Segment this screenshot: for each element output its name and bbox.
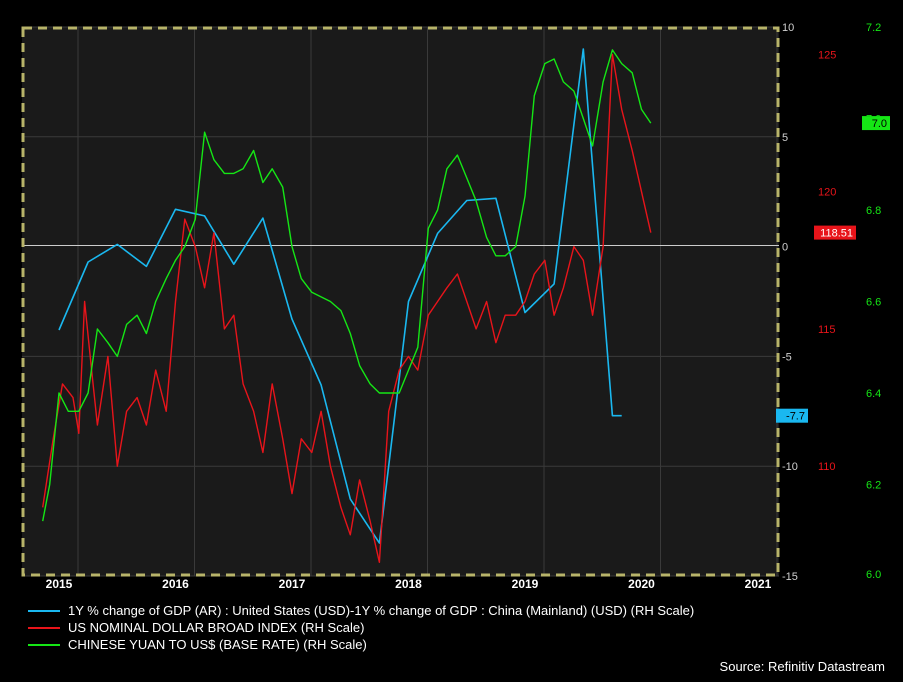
- series-line-usd_index: [42, 53, 652, 563]
- plot-area: [22, 27, 779, 576]
- plot-dashed-border: [21, 26, 780, 577]
- gdp-tick-label: 5: [782, 132, 788, 144]
- usd-index-axis: 125 120 115 110: [818, 49, 836, 473]
- last-value-box: [862, 116, 890, 131]
- x-axis: 2015 2016 2017 2018 2019 2020 2021: [46, 577, 772, 591]
- gdp-tick-label: -5: [782, 351, 792, 363]
- last-value-gdp: -7.7: [776, 408, 808, 423]
- legend: 1Y % change of GDP (AR) : United States …: [28, 602, 694, 653]
- source-note: Source: Refinitiv Datastream: [719, 659, 885, 674]
- gdp-tick-label: -10: [782, 461, 798, 473]
- last-value-cny: 7.0: [862, 116, 890, 131]
- x-tick-label: 2019: [512, 577, 539, 591]
- usd-tick-label: 120: [818, 187, 836, 199]
- last-value-text: -7.7: [786, 411, 805, 423]
- cny-tick-label: 6.0: [866, 569, 881, 581]
- x-tick-label: 2017: [279, 577, 306, 591]
- last-value-box: [776, 408, 808, 423]
- usd-tick-label: 125: [818, 49, 836, 61]
- chart: 2015 2016 2017 2018 2019 2020 2021 10 5 0 -5 -10 -1…: [21, 22, 890, 591]
- last-value-text: 7.0: [872, 118, 887, 130]
- legend-swatch-gdp: [28, 609, 60, 612]
- x-tick-label: 2016: [162, 577, 189, 591]
- legend-label-gdp: 1Y % change of GDP (AR) : United States …: [68, 603, 695, 618]
- cny-tick-label: 6.6: [866, 297, 881, 309]
- series-line-cny: [42, 49, 652, 522]
- cny-tick-label: 6.2: [866, 480, 881, 492]
- legend-swatch-cny: [28, 643, 60, 646]
- series-lines: [42, 48, 652, 563]
- legend-item-gdp: 1Y % change of GDP (AR) : United States …: [28, 602, 694, 619]
- cny-axis: 7.27.06.86.66.46.26.0: [866, 22, 881, 581]
- x-tick-label: 2018: [395, 577, 422, 591]
- usd-tick-label: 115: [818, 324, 836, 336]
- cny-tick-label: 6.4: [866, 388, 881, 400]
- last-value-usd_index: 118.51: [814, 225, 856, 240]
- cny-tick-label: 6.8: [866, 205, 881, 217]
- last-value-text: 118.51: [820, 228, 853, 240]
- usd-tick-label: 110: [818, 461, 836, 473]
- x-tick-label: 2015: [46, 577, 73, 591]
- x-tick-label: 2020: [628, 577, 655, 591]
- legend-swatch-usd-index: [28, 626, 60, 629]
- legend-label-usd-index: US NOMINAL DOLLAR BROAD INDEX (RH Scale): [68, 620, 365, 635]
- x-tick-label: 2021: [745, 577, 772, 591]
- last-value-labels: -7.7 118.51 7.0: [776, 116, 890, 423]
- gdp-tick-label: 10: [782, 22, 794, 34]
- gdp-tick-label: -15: [782, 571, 798, 583]
- last-value-box: [814, 225, 856, 240]
- legend-item-cny: CHINESE YUAN TO US$ (BASE RATE) (RH Scal…: [28, 636, 694, 653]
- gdp-tick-label: 0: [782, 242, 788, 254]
- legend-item-usd-index: US NOMINAL DOLLAR BROAD INDEX (RH Scale): [28, 619, 694, 636]
- legend-label-cny: CHINESE YUAN TO US$ (BASE RATE) (RH Scal…: [68, 637, 367, 652]
- gdp-axis: 10 5 0 -5 -10 -15: [782, 22, 798, 583]
- series-line-gdp: [58, 48, 622, 544]
- cny-tick-label: 7.2: [866, 22, 881, 34]
